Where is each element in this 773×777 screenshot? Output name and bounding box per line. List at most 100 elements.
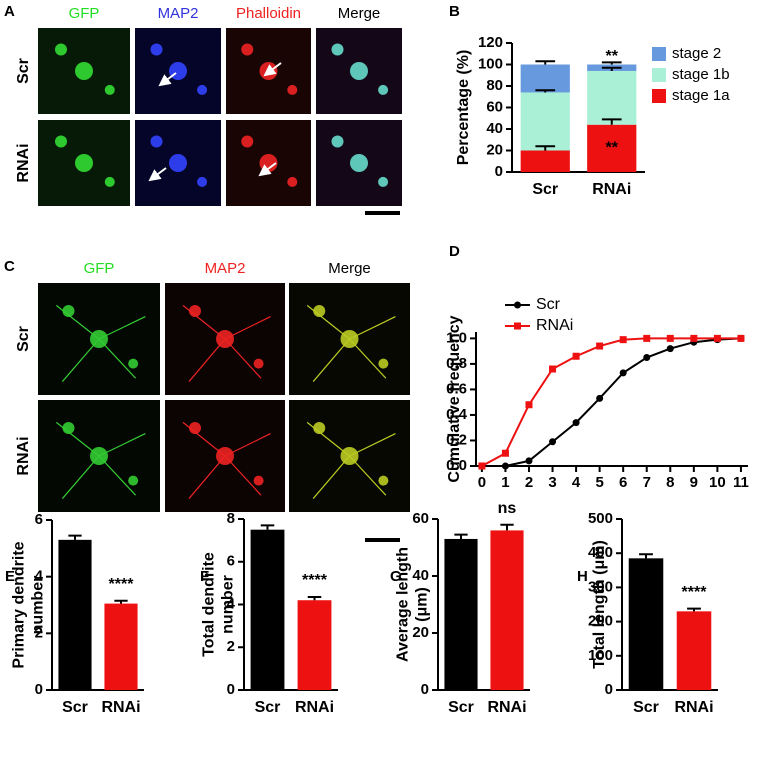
panel-letter: E — [5, 568, 15, 585]
cell-blob — [378, 84, 389, 95]
bar — [444, 538, 478, 690]
point — [619, 369, 627, 377]
panel-letter: H — [577, 568, 588, 585]
legend-marker — [514, 301, 521, 309]
y-axis-label: Total dendrite — [201, 552, 218, 657]
y-tick-label: 100 — [478, 55, 503, 72]
column-label: MAP2 — [158, 5, 199, 22]
point — [501, 462, 509, 470]
cell-blob — [287, 84, 298, 95]
point — [596, 342, 604, 350]
y-tick-label: 0.4 — [446, 406, 468, 423]
legend-swatch — [652, 89, 666, 103]
neurite — [306, 304, 396, 382]
cell-blob — [128, 475, 139, 486]
column-label: GFP — [69, 5, 100, 22]
cell-blob — [287, 176, 298, 187]
y-tick-label: 80 — [486, 77, 503, 94]
cell-blob — [104, 84, 115, 95]
error-bar — [535, 89, 556, 93]
significance: ns — [498, 500, 517, 517]
y-tick-label: 0.2 — [446, 431, 467, 448]
y-tick-label: 6 — [35, 511, 43, 528]
legend-swatch — [652, 68, 666, 82]
cell-blob — [378, 176, 389, 187]
arrow — [148, 167, 167, 182]
neurite — [182, 304, 271, 382]
row-label: Scr — [15, 326, 32, 352]
arrow — [258, 162, 277, 177]
x-tick-label: 0 — [478, 474, 486, 491]
x-tick-label: RNAi — [295, 699, 334, 716]
error-bar — [535, 60, 556, 65]
point — [596, 394, 604, 402]
legend-label: stage 1b — [672, 66, 730, 83]
x-tick-label: 7 — [643, 474, 651, 491]
y-tick-label: 500 — [588, 510, 613, 527]
point — [525, 457, 533, 465]
point — [619, 336, 627, 344]
bar — [676, 611, 712, 690]
panel-letter: G — [390, 568, 402, 585]
cell-blob — [378, 358, 389, 369]
point — [643, 334, 651, 342]
error-bar — [601, 66, 622, 71]
x-tick-label: 9 — [690, 474, 698, 491]
cell-blob — [197, 176, 208, 187]
panel-letter: C — [4, 258, 15, 275]
y-tick-label: 4 — [227, 595, 236, 612]
point — [549, 365, 557, 373]
bar — [297, 600, 332, 690]
y-tick-label: 0 — [495, 163, 503, 180]
arrow — [263, 62, 282, 77]
bar-segment — [520, 64, 570, 93]
error-bar — [114, 599, 128, 604]
y-axis-label: Percentage (%) — [455, 50, 472, 166]
point — [666, 334, 674, 342]
cell-blob — [350, 62, 368, 80]
cell-blob — [150, 135, 163, 148]
neurite — [182, 421, 271, 499]
y-tick-label: 2 — [35, 624, 43, 641]
panel-letter: B — [449, 3, 460, 20]
significance: ** — [606, 48, 619, 65]
point — [643, 354, 651, 362]
x-tick-label: Scr — [255, 699, 281, 716]
x-tick-label: 8 — [666, 474, 674, 491]
row-label: RNAi — [15, 436, 32, 475]
row-label: RNAi — [15, 143, 32, 182]
x-tick-label: RNAi — [592, 181, 631, 198]
cell-blob — [169, 154, 187, 172]
y-tick-label: 20 — [486, 141, 503, 158]
y-tick-label: 8 — [227, 510, 235, 527]
column-label: Merge — [338, 5, 381, 22]
error-bar — [601, 61, 622, 65]
x-tick-label: 6 — [619, 474, 627, 491]
x-tick-label: RNAi — [674, 699, 713, 716]
y-axis-label: number — [30, 576, 47, 635]
neurite — [306, 421, 396, 499]
column-label: MAP2 — [205, 260, 246, 277]
x-tick-label: RNAi — [101, 699, 140, 716]
x-tick-label: Scr — [62, 699, 88, 716]
significance: ** — [606, 140, 619, 157]
significance: **** — [109, 576, 135, 593]
x-tick-label: RNAi — [487, 699, 526, 716]
cell-blob — [313, 422, 326, 434]
cell-blob — [75, 62, 93, 80]
y-axis-label: (μm) — [414, 587, 431, 622]
error-bar — [454, 533, 468, 539]
cell-blob — [75, 154, 93, 172]
cell-blob — [128, 358, 139, 369]
y-axis-label: Total length (μm) — [591, 540, 608, 669]
y-tick-label: 300 — [588, 578, 613, 595]
arrow — [158, 72, 177, 87]
x-tick-label: Scr — [532, 181, 558, 198]
x-tick-label: 11 — [733, 474, 749, 491]
line — [481, 337, 741, 467]
error-bar — [500, 523, 514, 531]
y-tick-label: 0.0 — [446, 457, 467, 474]
error-bar — [307, 596, 322, 601]
